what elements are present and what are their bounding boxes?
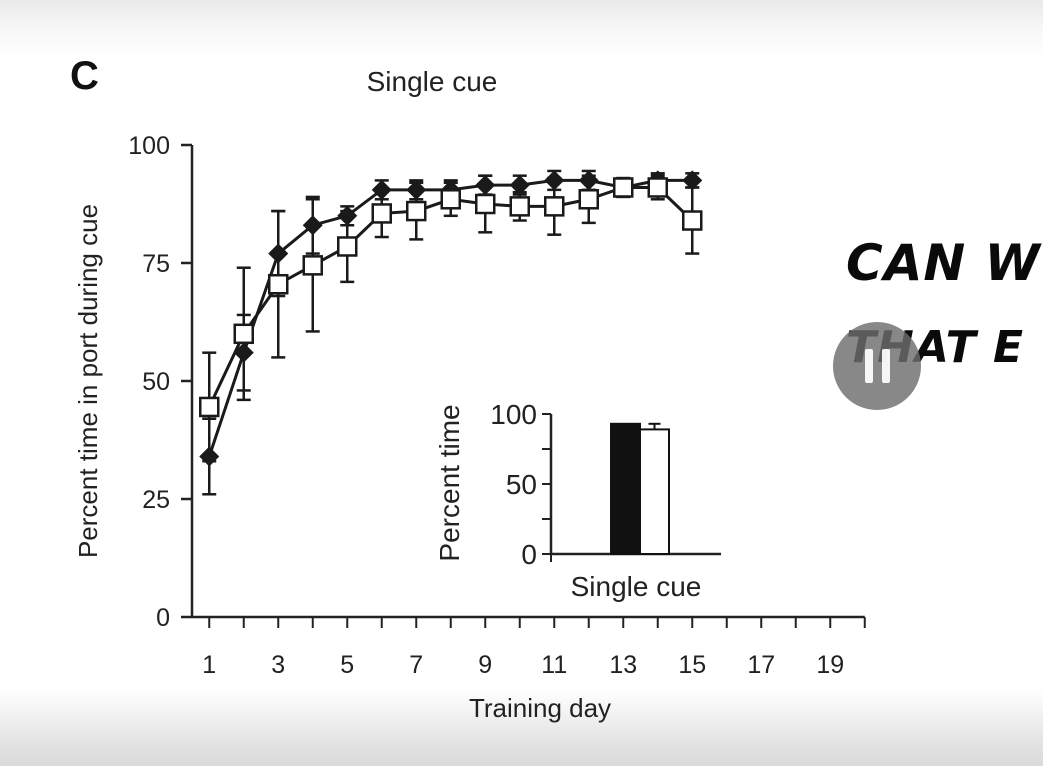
data-point-diamond <box>475 175 496 196</box>
data-point-diamond <box>268 243 289 264</box>
data-point-square <box>371 203 392 224</box>
data-point-square <box>440 189 461 210</box>
pause-icon <box>864 349 873 383</box>
data-point-diamond <box>406 179 427 200</box>
data-point-diamond <box>302 215 323 236</box>
inset-y-axis-label: Percent time <box>434 404 465 561</box>
y-tick-label: 50 <box>142 368 170 396</box>
y-tick-label: 100 <box>128 132 170 160</box>
data-point-diamond <box>544 170 565 191</box>
data-point-diamond <box>337 205 358 226</box>
x-tick-label: 11 <box>541 651 567 679</box>
data-point-square <box>509 196 530 217</box>
data-point-square <box>647 177 668 198</box>
panel-label: C <box>70 54 99 98</box>
chart-title: Single cue <box>367 66 498 97</box>
x-tick-label: 1 <box>202 651 216 679</box>
data-point-square <box>302 255 323 276</box>
x-tick-label: 9 <box>478 651 492 679</box>
data-point-diamond <box>509 175 530 196</box>
overlay-caption-line-1: Can w <box>846 234 1041 292</box>
inset-y-tick-label: 50 <box>506 469 537 500</box>
y-tick-label: 75 <box>142 250 170 278</box>
data-point-diamond <box>199 446 220 467</box>
data-point-square <box>475 193 496 215</box>
y-axis-label: Percent time in port during cue <box>73 204 103 558</box>
pause-button[interactable] <box>833 322 921 410</box>
data-point-diamond <box>578 170 599 191</box>
y-tick-label: 0 <box>156 604 170 632</box>
inset-bar <box>610 422 641 555</box>
x-tick-label: 15 <box>678 651 706 679</box>
x-tick-label: 3 <box>271 651 285 679</box>
x-tick-label: 7 <box>409 651 423 679</box>
x-axis-label: Training day <box>469 693 611 723</box>
x-tick-label: 13 <box>609 651 637 679</box>
data-point-diamond <box>682 170 703 191</box>
x-tick-label: 17 <box>747 651 775 679</box>
data-point-square <box>233 323 254 345</box>
data-point-square <box>268 273 289 295</box>
inset-y-tick-label: 100 <box>490 399 537 430</box>
data-point-diamond <box>233 342 254 363</box>
data-point-square <box>199 396 220 418</box>
inset-bar <box>639 428 670 555</box>
data-point-square <box>406 200 427 222</box>
inset-plot-area: 0 50 100 <box>490 399 721 570</box>
data-point-diamond <box>371 179 392 200</box>
inset-x-axis-label: Single cue <box>571 571 702 602</box>
data-point-square <box>544 196 565 217</box>
x-tick-label: 19 <box>816 651 844 679</box>
inset-y-tick-label: 0 <box>521 539 537 570</box>
data-point-square <box>337 236 358 257</box>
x-tick-label: 5 <box>340 651 354 679</box>
data-point-square <box>578 189 599 210</box>
y-tick-label: 25 <box>142 486 170 514</box>
data-point-square <box>613 177 634 198</box>
pause-icon-bar <box>881 349 890 383</box>
data-point-square <box>682 210 703 231</box>
